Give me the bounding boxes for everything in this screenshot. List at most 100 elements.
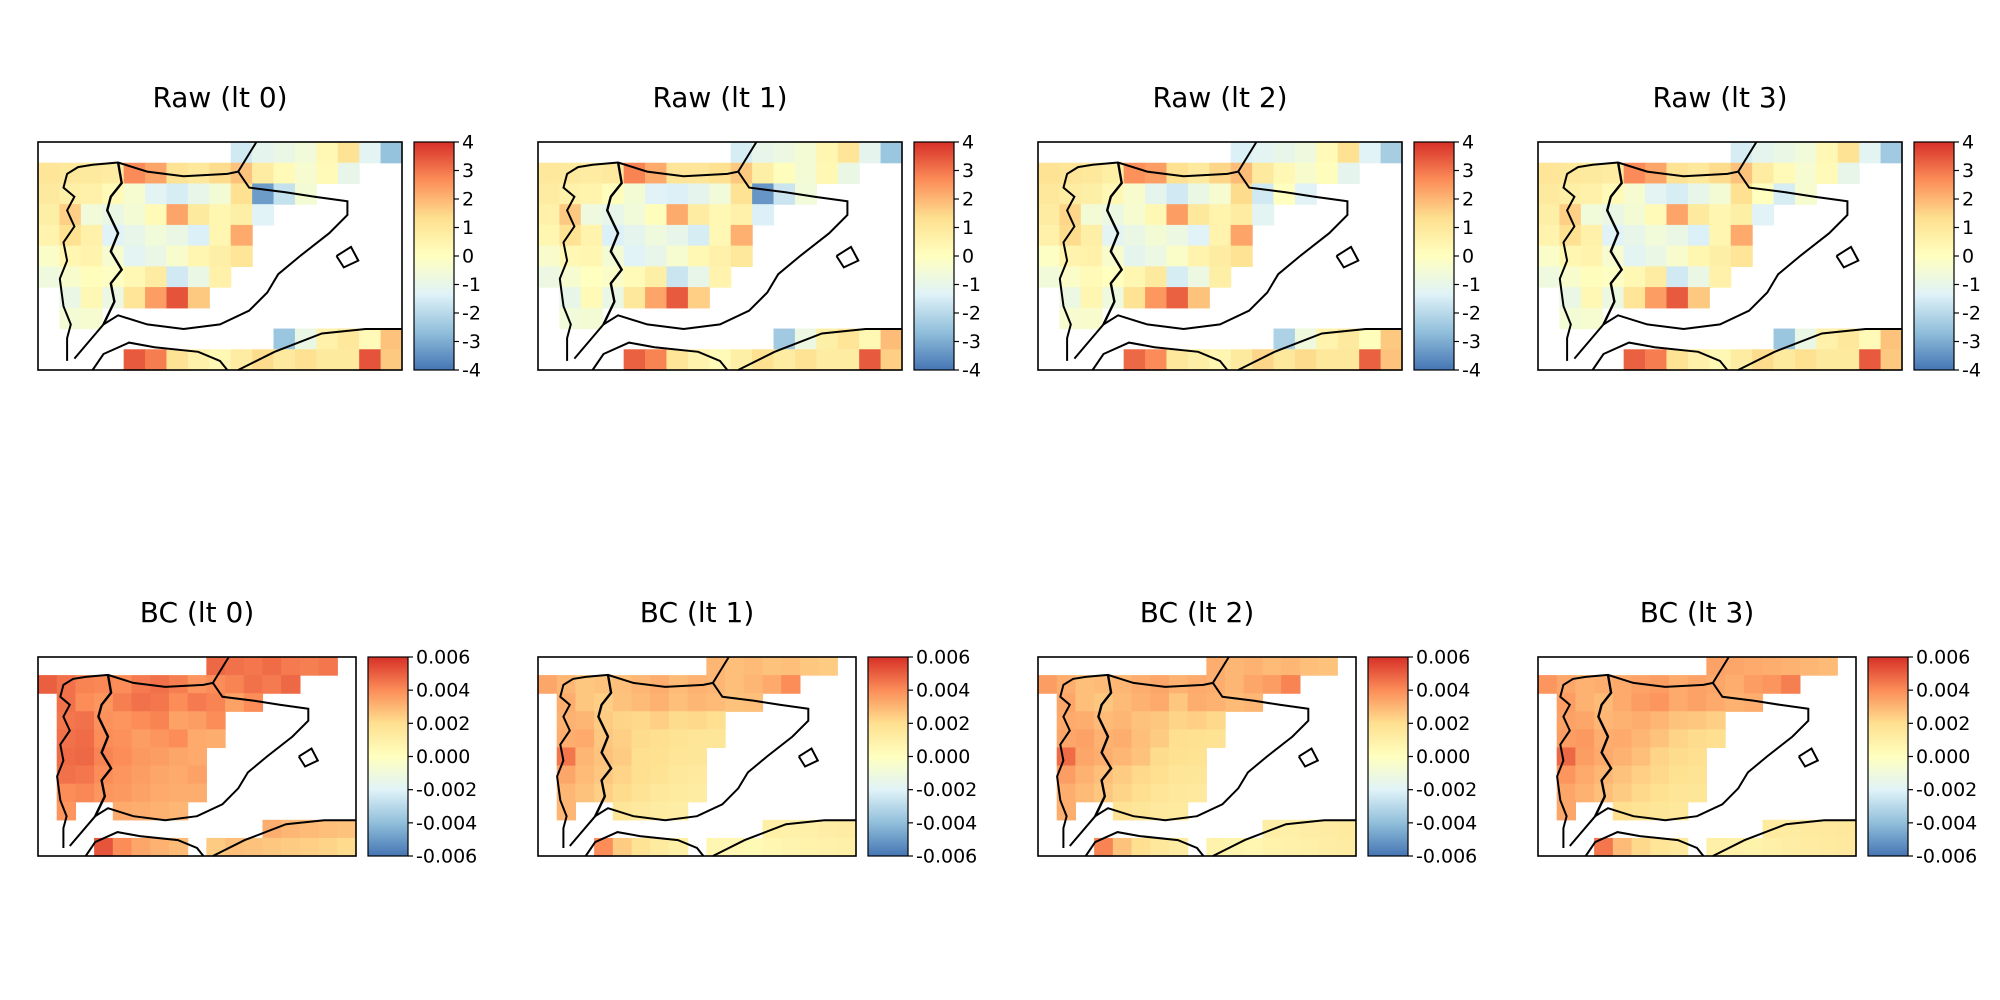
heatmap-cell — [709, 266, 732, 288]
heatmap-cell — [150, 675, 170, 694]
heatmap-cell — [730, 204, 753, 226]
heatmap-cell — [145, 287, 168, 309]
heatmap-cell — [1538, 183, 1561, 205]
heatmap-cell — [1645, 183, 1668, 205]
heatmap-cell — [623, 266, 646, 288]
heatmap-cell — [1080, 162, 1103, 185]
heatmap-cell — [1080, 307, 1103, 330]
colorbar-tick-label: -0.002 — [1916, 779, 1977, 801]
heatmap-cell — [1575, 765, 1595, 785]
heatmap-cell — [1623, 204, 1646, 226]
heatmap-cell — [1281, 675, 1301, 694]
heatmap-cell — [1752, 204, 1775, 226]
heatmap-cell — [645, 266, 668, 288]
heatmap-cell — [645, 287, 668, 309]
heatmap-cell — [1559, 307, 1582, 330]
heatmap-cell — [252, 142, 275, 164]
heatmap-cell — [687, 266, 710, 288]
heatmap-cell — [230, 245, 253, 267]
colorbar-tick-label: -3 — [462, 331, 481, 353]
heatmap-cell — [1273, 328, 1296, 350]
colorbar-tick-label: -0.006 — [1416, 846, 1477, 868]
heatmap-cell — [580, 307, 603, 330]
heatmap-cell — [75, 675, 95, 694]
heatmap-cell — [1650, 837, 1670, 857]
heatmap-cell — [794, 142, 817, 164]
heatmap-cell — [166, 349, 189, 371]
heatmap-cell — [1668, 729, 1689, 749]
heatmap-cell — [1294, 162, 1317, 185]
heatmap-cell — [187, 183, 210, 205]
heatmap-cell — [1038, 183, 1061, 205]
coastline — [1056, 673, 1310, 848]
heatmap-cell — [1837, 819, 1857, 839]
heatmap-cell — [1080, 224, 1103, 247]
heatmap-cell — [187, 287, 210, 309]
heatmap-cell — [1150, 783, 1170, 803]
heatmap-cell — [209, 204, 232, 226]
heatmap-cell — [1612, 801, 1633, 821]
heatmap-cell — [1612, 675, 1633, 694]
heatmap-cell — [1168, 711, 1189, 730]
heatmap-cell — [1145, 224, 1168, 247]
heatmap-cell — [1080, 183, 1103, 205]
heatmap-cell — [112, 693, 133, 712]
heatmap-cell — [1112, 801, 1133, 821]
colorbar-tick-label: 3 — [962, 160, 974, 182]
colorbar-tick-label: 2 — [462, 189, 474, 211]
heatmap-cell — [837, 349, 860, 371]
heatmap-cell — [650, 729, 670, 749]
heatmap-cell — [1623, 162, 1646, 185]
heatmap-cell — [1150, 675, 1170, 694]
heatmap-cell — [380, 349, 403, 371]
coastline — [591, 341, 729, 371]
heatmap-cell — [709, 224, 732, 247]
heatmap-cell — [316, 142, 339, 164]
heatmap-cell — [1166, 162, 1189, 185]
coastline — [1737, 328, 1902, 371]
heatmap-cell — [1316, 349, 1339, 371]
panel-title: Raw (lt 2) — [1152, 81, 1287, 114]
heatmap-cell — [631, 783, 651, 803]
heatmap-cell — [575, 765, 595, 785]
heatmap-cell — [556, 765, 577, 785]
coastline — [1091, 341, 1229, 371]
colorbar-tick-label: 1 — [462, 217, 474, 239]
heatmap-cell — [380, 142, 403, 164]
heatmap-cell — [1799, 657, 1820, 676]
heatmap-cell — [94, 729, 114, 749]
colorbar-tick-label: -2 — [1462, 303, 1481, 325]
panel-title: BC (lt 2) — [1140, 596, 1255, 629]
heatmap-cell — [1837, 349, 1860, 371]
heatmap-cell — [668, 711, 689, 730]
heatmap-cell — [1794, 142, 1817, 164]
heatmap-cell — [1580, 204, 1603, 226]
heatmap-cell — [799, 837, 820, 857]
heatmap-cell — [112, 729, 133, 749]
coastline — [1835, 245, 1860, 269]
heatmap-cell — [112, 783, 133, 803]
heatmap-cell — [1123, 287, 1146, 309]
colorbar-tick-label: 0.000 — [1416, 746, 1470, 768]
coastline — [1584, 831, 1705, 857]
heatmap-cell — [1668, 801, 1689, 821]
colorbar-tick-label: -2 — [962, 303, 981, 325]
country-border — [602, 162, 624, 325]
heatmap-cell — [1687, 162, 1710, 185]
heatmap-cell — [359, 349, 382, 371]
colorbar-tick-label: 0 — [962, 246, 974, 268]
colorbar-tick-label: -2 — [1962, 303, 1981, 325]
heatmap-cell — [337, 837, 357, 857]
colorbar-tick-label: 4 — [962, 132, 974, 154]
colorbar — [1367, 656, 1409, 857]
heatmap-cell — [1075, 765, 1095, 785]
heatmap-cell — [752, 204, 775, 226]
heatmap-cell — [123, 183, 146, 205]
heatmap-cell — [1645, 349, 1668, 371]
heatmap-cell — [337, 328, 360, 350]
country-border — [1102, 162, 1124, 325]
heatmap-cell — [1166, 204, 1189, 226]
heatmap-cell — [80, 204, 103, 226]
heatmap-cell — [1230, 204, 1253, 226]
heatmap-cell — [337, 142, 360, 164]
